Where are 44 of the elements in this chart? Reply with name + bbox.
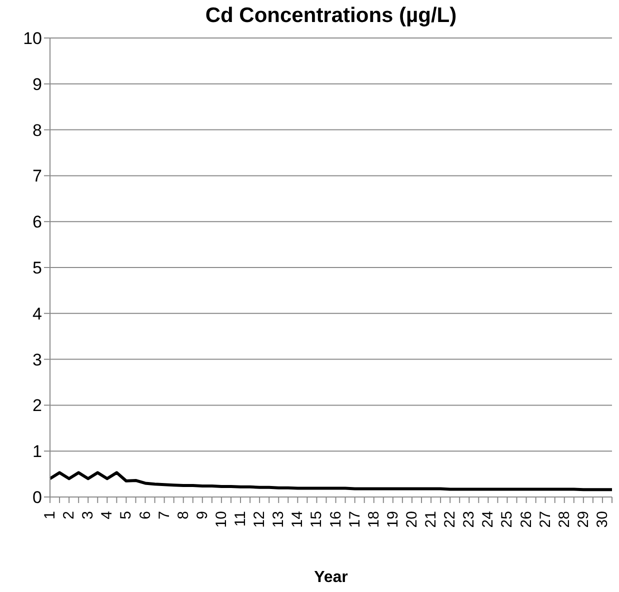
x-tick-label: 27 [536, 511, 554, 528]
x-tick-label: 9 [194, 511, 211, 520]
x-tick-label: 18 [365, 511, 382, 528]
x-tick-label: 5 [118, 511, 135, 520]
x-tick-label: 30 [594, 511, 611, 528]
y-tick-label: 7 [32, 166, 42, 186]
y-tick-label: 3 [32, 350, 42, 370]
x-tick-label: 16 [327, 511, 344, 528]
y-tick-label: 5 [32, 258, 42, 278]
x-tick-label: 13 [270, 511, 288, 528]
y-tick-label: 9 [32, 74, 42, 94]
x-tick-label: 25 [498, 511, 516, 528]
x-tick-label: 8 [174, 511, 192, 520]
y-tick-label: 8 [32, 120, 42, 140]
x-tick-label: 24 [480, 511, 497, 528]
x-tick-label: 29 [574, 511, 592, 528]
x-tick-label: 19 [384, 511, 402, 528]
x-tick-label: 4 [98, 511, 116, 520]
line-series [48, 471, 614, 492]
x-tick-label: 10 [212, 511, 230, 528]
y-tick-label: 0 [32, 488, 42, 508]
y-tick-label: 6 [32, 212, 42, 232]
x-axis-title: Year [314, 569, 348, 586]
y-tick-label: 10 [23, 29, 42, 48]
x-tick-label: 6 [136, 511, 154, 520]
x-tick-label: 23 [460, 511, 478, 528]
x-tick-label: 26 [518, 511, 535, 528]
y-tick-label: 4 [32, 304, 42, 324]
x-tick-label: 3 [80, 511, 97, 520]
x-tick-label: 11 [232, 511, 250, 527]
x-tick-label: 15 [308, 511, 326, 528]
y-tick-label: 2 [32, 396, 42, 416]
x-tick-label: 28 [556, 511, 573, 528]
x-tick-label: 2 [60, 511, 78, 520]
x-tick-label: 17 [346, 511, 364, 528]
x-tick-label: 21 [422, 511, 440, 528]
x-tick-label: 7 [156, 511, 173, 520]
chart-title: Cd Concentrations (µg/L) [204, 4, 458, 28]
x-tick-label: 14 [289, 511, 306, 528]
x-tick-label: 12 [251, 511, 268, 528]
x-tick-label: 1 [42, 511, 58, 520]
x-tick-label: 20 [403, 511, 420, 528]
y-tick-label: 1 [32, 442, 42, 462]
x-tick-label: 22 [442, 511, 459, 528]
